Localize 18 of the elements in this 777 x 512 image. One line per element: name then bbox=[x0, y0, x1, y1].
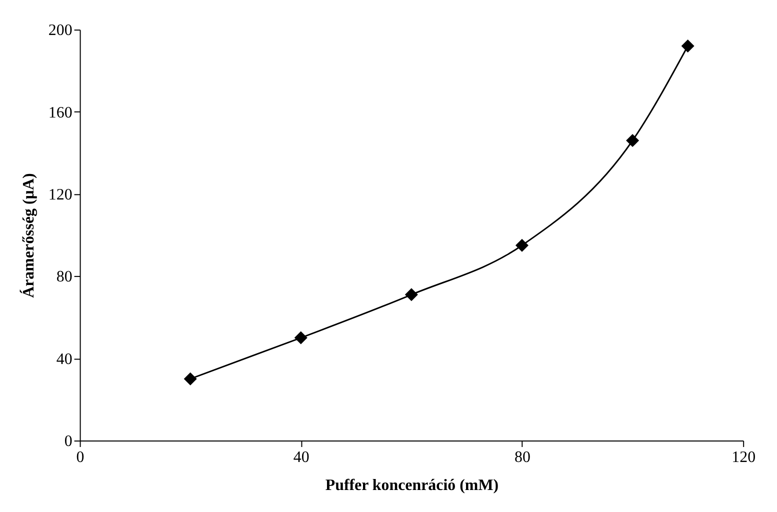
point bbox=[404, 288, 418, 302]
point bbox=[515, 238, 528, 252]
y-axis-title: Áramerősség (µA) bbox=[19, 173, 38, 298]
point bbox=[294, 331, 308, 344]
x-tick-label: 0 bbox=[76, 448, 84, 466]
x-tick-label: 120 bbox=[732, 448, 756, 466]
point bbox=[681, 40, 694, 53]
x-tick-label: 40 bbox=[293, 448, 310, 466]
y-tick-label: 80 bbox=[56, 268, 72, 286]
point bbox=[626, 134, 640, 148]
x-axis-title: Puffer koncenráció (mM) bbox=[325, 476, 499, 494]
y-tick-label: 40 bbox=[56, 350, 72, 368]
y-tick-label: 160 bbox=[48, 104, 72, 122]
y-tick-label: 0 bbox=[64, 433, 72, 450]
y-tick-label: 120 bbox=[48, 186, 72, 204]
y-tick-label: 200 bbox=[48, 22, 72, 40]
point bbox=[184, 372, 197, 386]
x-tick-label: 80 bbox=[514, 448, 530, 466]
